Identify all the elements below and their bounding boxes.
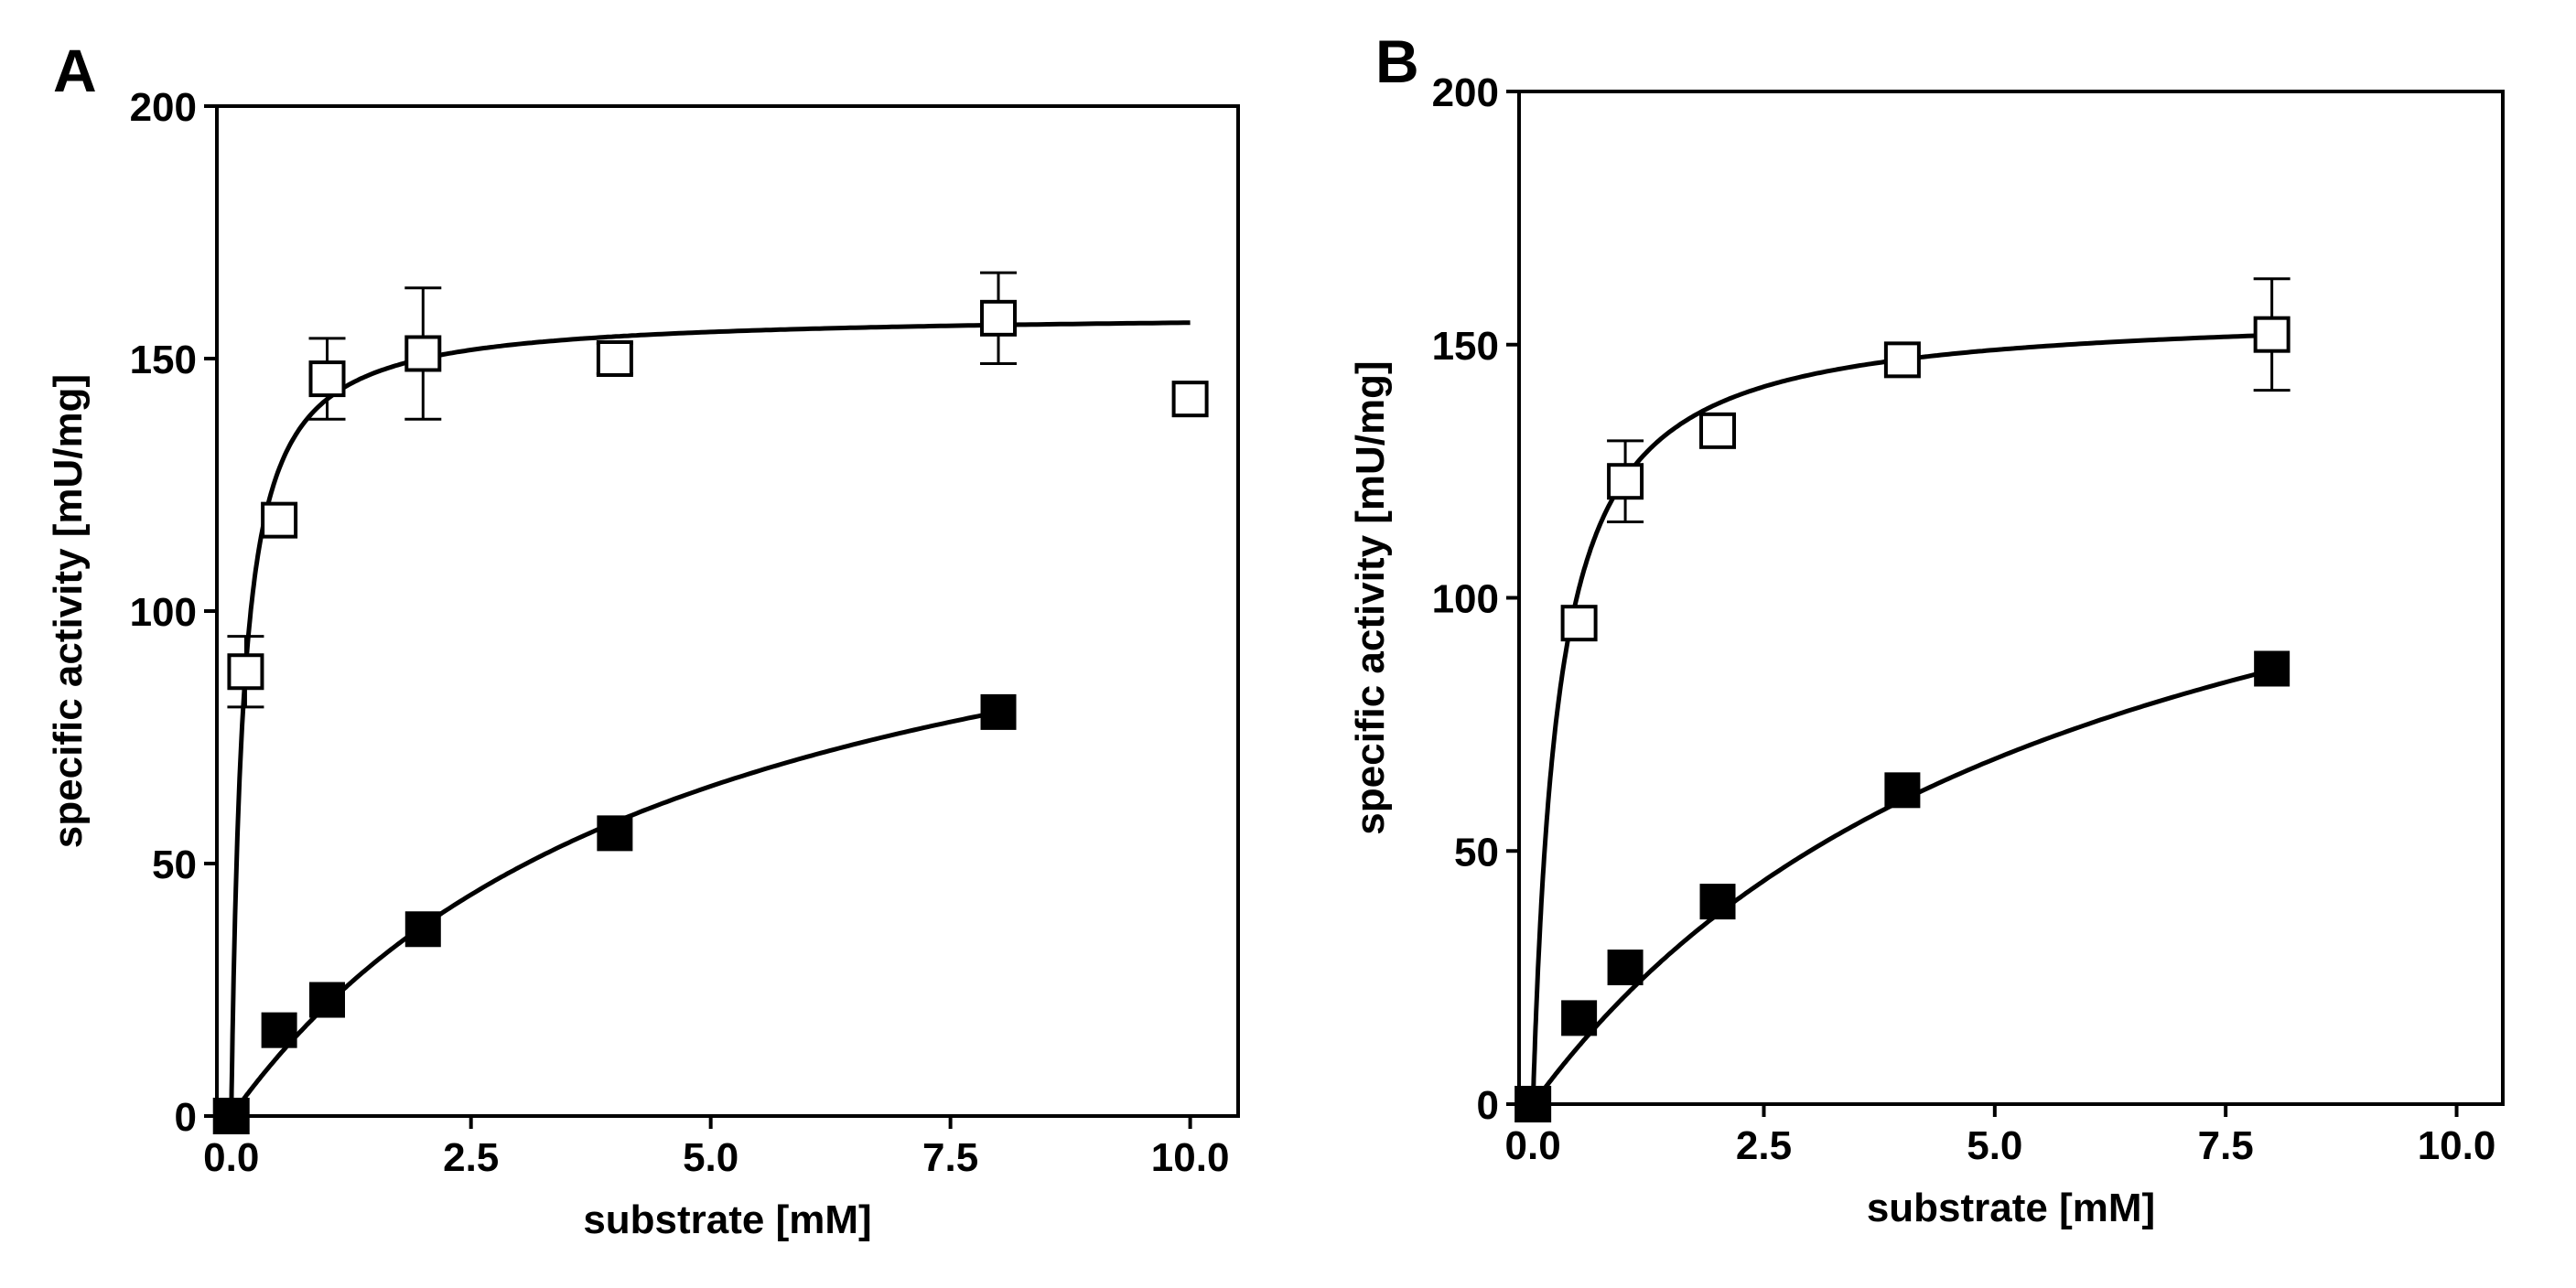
data-point bbox=[404, 335, 442, 372]
y-tick-label: 150 bbox=[1432, 324, 1499, 369]
fit-curve bbox=[1530, 332, 2272, 1105]
data-point bbox=[1560, 605, 1598, 642]
data-point bbox=[596, 340, 633, 377]
y-tick-label: 50 bbox=[152, 843, 197, 887]
x-axis-title: substrate [mM] bbox=[1867, 1186, 2155, 1230]
data-point bbox=[261, 501, 298, 539]
series-filled bbox=[1514, 650, 2290, 1122]
series-open bbox=[1514, 277, 2290, 1122]
y-tick-label: 150 bbox=[130, 338, 197, 382]
data-point bbox=[227, 653, 264, 691]
y-tick-label: 50 bbox=[1454, 830, 1499, 875]
y-tick-label: 200 bbox=[1432, 70, 1499, 115]
data-point bbox=[1884, 772, 1921, 809]
data-point bbox=[597, 815, 633, 852]
data-point bbox=[213, 1098, 250, 1134]
data-point bbox=[1514, 1086, 1551, 1122]
data-point bbox=[1699, 412, 1737, 449]
x-tick-label: 2.5 bbox=[443, 1135, 499, 1180]
data-point bbox=[309, 982, 346, 1018]
x-tick-label: 0.0 bbox=[1505, 1123, 1561, 1168]
panel-letter: B bbox=[1375, 27, 1419, 95]
data-point bbox=[2253, 316, 2290, 353]
data-point bbox=[1607, 463, 1644, 500]
y-tick-label: 0 bbox=[175, 1095, 197, 1140]
x-tick-label: 0.0 bbox=[203, 1135, 259, 1180]
data-point bbox=[404, 911, 441, 948]
y-tick-label: 200 bbox=[130, 85, 197, 130]
y-tick-label: 100 bbox=[130, 590, 197, 635]
x-tick-label: 7.5 bbox=[922, 1135, 978, 1180]
series-filled bbox=[213, 693, 1017, 1134]
data-point bbox=[1699, 884, 1736, 920]
data-point bbox=[308, 360, 346, 398]
x-tick-label: 10.0 bbox=[1151, 1135, 1230, 1180]
y-axis-title: specific activity [mU/mg] bbox=[46, 374, 91, 848]
data-point bbox=[1883, 341, 1921, 379]
panel-letter: A bbox=[53, 37, 97, 104]
panel-b: B 0 50 100 150 200 0.0 2.5 5.0 7.5 10.0 substrate [… bbox=[1348, 27, 2505, 1230]
x-tick-label: 5.0 bbox=[683, 1135, 738, 1180]
fit-curve bbox=[1530, 668, 2273, 1107]
y-axis-title: specific activity [mU/mg] bbox=[1348, 360, 1393, 834]
series-open bbox=[212, 271, 1209, 1134]
data-point bbox=[261, 1012, 297, 1048]
x-tick-label: 7.5 bbox=[2198, 1123, 2254, 1168]
plot-frame bbox=[1517, 90, 2505, 1106]
data-point bbox=[980, 299, 1018, 337]
y-tick-label: 100 bbox=[1432, 577, 1499, 622]
x-axis-title: substrate [mM] bbox=[583, 1197, 871, 1242]
data-point bbox=[1561, 1000, 1598, 1036]
x-tick-label: 5.0 bbox=[1967, 1123, 2022, 1168]
data-point bbox=[1607, 950, 1644, 986]
x-tick-label: 2.5 bbox=[1736, 1123, 1792, 1168]
data-point bbox=[1171, 381, 1209, 418]
panel-a: A 0 50 100 150 200 0.0 2.5 5.0 7.5 10.0 substrate [… bbox=[46, 37, 1240, 1242]
fit-curve bbox=[229, 709, 999, 1118]
data-point bbox=[980, 693, 1017, 730]
fit-curve bbox=[229, 320, 1191, 1116]
data-point bbox=[2254, 650, 2290, 687]
x-tick-label: 10.0 bbox=[2418, 1123, 2496, 1168]
y-tick-label: 0 bbox=[1477, 1083, 1499, 1128]
